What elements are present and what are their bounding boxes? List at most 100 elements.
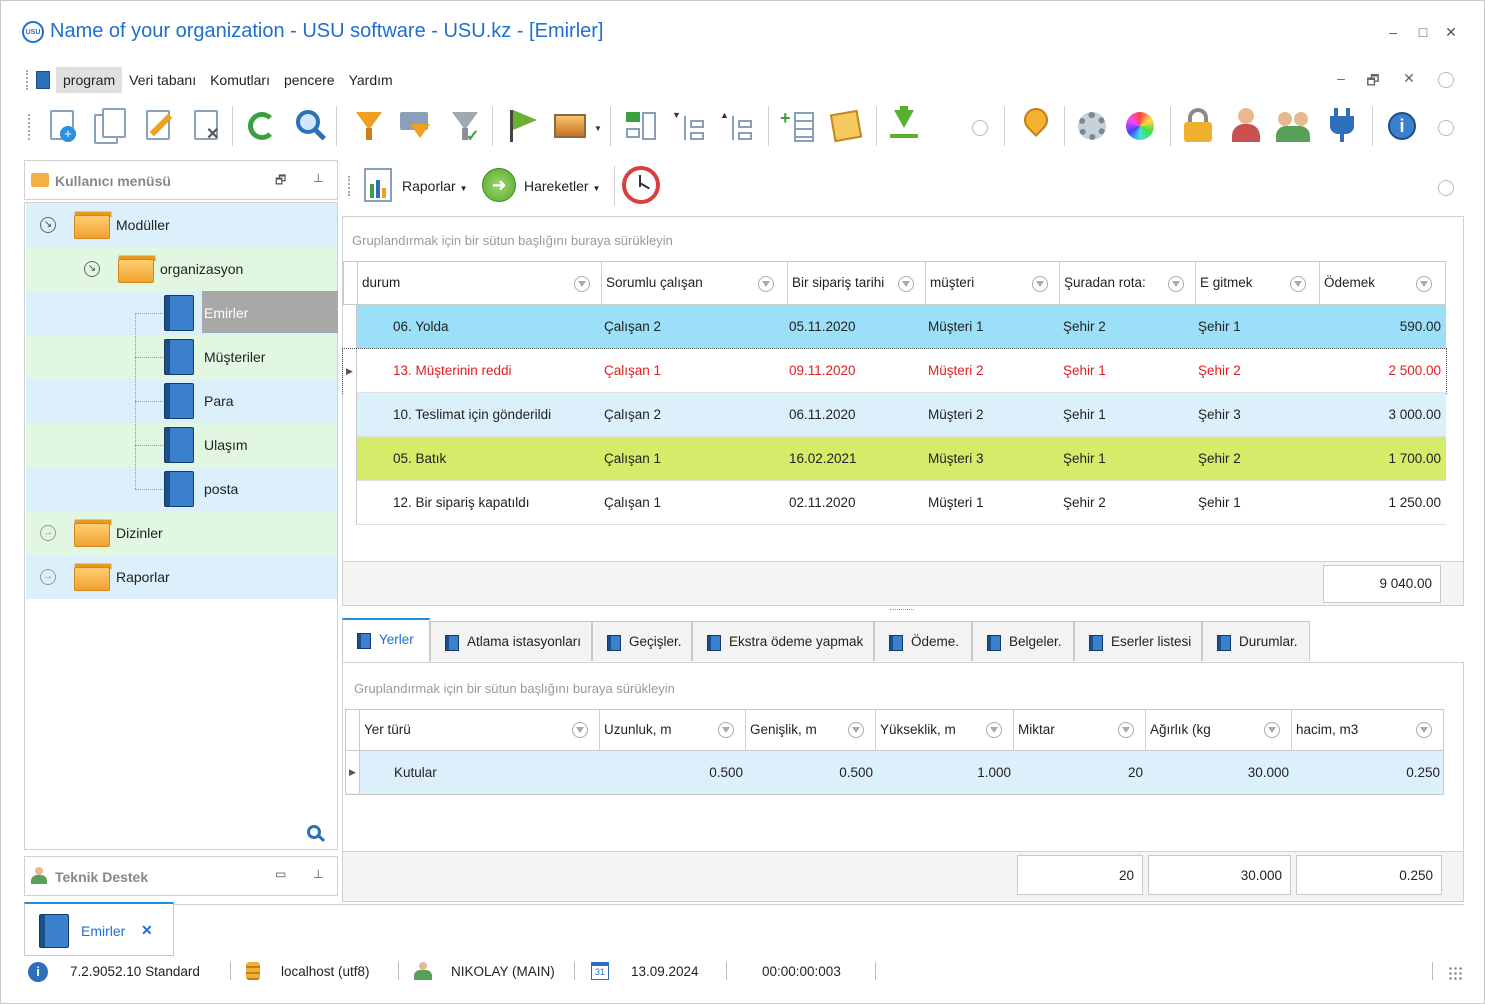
- column-filter-icon[interactable]: [1290, 276, 1306, 292]
- column-header-customer[interactable]: müşteri: [926, 262, 1060, 304]
- column-header-quantity[interactable]: Miktar: [1014, 710, 1146, 750]
- tree-expand-icon[interactable]: [620, 106, 660, 146]
- maximize-button[interactable]: □: [1418, 24, 1428, 40]
- column-filter-icon[interactable]: [1416, 276, 1432, 292]
- column-header-height[interactable]: Yükseklik, m: [876, 710, 1014, 750]
- mdi-close-button[interactable]: ✕: [1403, 70, 1415, 86]
- refresh-icon[interactable]: [242, 106, 282, 146]
- menu-help[interactable]: Yardım: [348, 72, 393, 88]
- tab-durumlar[interactable]: Durumlar.: [1202, 621, 1310, 661]
- panel-maximize-icon[interactable]: ▭: [275, 867, 287, 881]
- tab-belgeler[interactable]: Belgeler.: [972, 621, 1074, 661]
- toolbar-overflow-right-icon[interactable]: [1438, 120, 1454, 136]
- tree-item-posta[interactable]: posta: [26, 467, 337, 511]
- column-filter-icon[interactable]: [572, 722, 588, 738]
- column-header-route-from[interactable]: Şuradan rota:: [1060, 262, 1196, 304]
- mdi-minimize-button[interactable]: –: [1337, 70, 1345, 86]
- tree-item-para[interactable]: Para: [26, 379, 337, 423]
- row-indicator[interactable]: [343, 481, 357, 525]
- table-row[interactable]: 12. Bir sipariş kapatıldı Çalışan 1 02.1…: [343, 481, 1446, 525]
- delete-icon[interactable]: ✕: [184, 106, 224, 146]
- tab-yerler[interactable]: Yerler: [342, 618, 430, 662]
- row-indicator[interactable]: ▶: [346, 751, 360, 793]
- panel-float-icon[interactable]: 🗗: [275, 173, 287, 187]
- close-button[interactable]: ✕: [1445, 24, 1457, 40]
- column-header-length[interactable]: Uzunluk, m: [600, 710, 746, 750]
- menu-program[interactable]: program: [56, 67, 123, 93]
- column-filter-icon[interactable]: [1264, 722, 1280, 738]
- sub-toolbar-overflow-icon[interactable]: [1438, 180, 1454, 196]
- table-row[interactable]: 06. Yolda Çalışan 2 05.11.2020 Müşteri 1…: [343, 305, 1446, 349]
- column-filter-icon[interactable]: [758, 276, 774, 292]
- tab-ekstra-odeme[interactable]: Ekstra ödeme yapmak: [692, 621, 874, 661]
- menu-overflow-icon[interactable]: [1438, 72, 1454, 88]
- tree-item-musteriler[interactable]: Müşteriler: [26, 335, 337, 379]
- column-header-width[interactable]: Genişlik, m: [746, 710, 876, 750]
- resize-grip-icon[interactable]: [1448, 966, 1462, 980]
- actions-dropdown[interactable]: Hareketler ▼: [524, 178, 600, 194]
- report-icon[interactable]: [364, 168, 392, 202]
- menu-commands[interactable]: Komutları: [210, 72, 270, 88]
- expand-icon[interactable]: →: [40, 525, 56, 541]
- column-header-place-type[interactable]: Yer türü: [360, 710, 600, 750]
- menu-window[interactable]: pencere: [284, 72, 335, 88]
- panel-pin-icon[interactable]: ⊥: [313, 867, 324, 881]
- splitter-handle[interactable]: [890, 609, 914, 612]
- tab-odeme[interactable]: Ödeme.: [874, 621, 972, 661]
- filter-icon[interactable]: [348, 106, 388, 146]
- tab-eserler-listesi[interactable]: Eserler listesi: [1074, 621, 1202, 661]
- color-wheel-icon[interactable]: [1120, 106, 1160, 146]
- tree-item-moduller[interactable]: ↘ Modüller: [26, 203, 337, 247]
- edit-icon[interactable]: [136, 106, 176, 146]
- add-row-icon[interactable]: +: [778, 106, 818, 146]
- filter-format-icon[interactable]: [396, 106, 436, 146]
- column-header-employee[interactable]: Sorumlu çalışan: [602, 262, 788, 304]
- settings-gear-icon[interactable]: [1072, 106, 1112, 146]
- row-indicator[interactable]: [343, 305, 357, 349]
- clock-icon[interactable]: [622, 166, 660, 204]
- sub-toolbar-grip-icon[interactable]: [348, 176, 352, 196]
- search-icon[interactable]: [290, 106, 330, 146]
- tree-item-raporlar[interactable]: → Raporlar: [26, 555, 337, 599]
- tree-item-emirler[interactable]: Emirler: [26, 291, 338, 335]
- table-row[interactable]: ▶ Kutular 0.500 0.500 1.000 20 30.000 0.…: [345, 751, 1444, 795]
- document-tab-close-icon[interactable]: ✕: [141, 922, 153, 938]
- column-header-weight[interactable]: Ağırlık (kg: [1146, 710, 1292, 750]
- filter-apply-icon[interactable]: ✓: [444, 106, 484, 146]
- toolbar-grip-icon[interactable]: [28, 114, 32, 140]
- location-icon[interactable]: [1016, 103, 1056, 146]
- actions-arrow-icon[interactable]: ➜: [482, 168, 516, 202]
- panel-pin-icon[interactable]: ⊥: [313, 171, 324, 185]
- tree-search-icon[interactable]: [307, 825, 321, 839]
- tree-collapse-down-icon[interactable]: ▲: [716, 106, 756, 146]
- column-filter-icon[interactable]: [1168, 276, 1184, 292]
- expand-icon[interactable]: →: [40, 569, 56, 585]
- info-icon[interactable]: i: [1382, 106, 1422, 146]
- menu-database[interactable]: Veri tabanı: [129, 72, 197, 88]
- table-row[interactable]: ▶ 13. Müşterinin reddi Çalışan 1 09.11.2…: [342, 348, 1447, 394]
- tree-item-dizinler[interactable]: → Dizinler: [26, 511, 337, 555]
- document-tab-emirler[interactable]: Emirler ✕: [24, 902, 174, 956]
- column-filter-icon[interactable]: [574, 276, 590, 292]
- column-filter-icon[interactable]: [1032, 276, 1048, 292]
- row-indicator[interactable]: [343, 437, 357, 481]
- minimize-button[interactable]: –: [1389, 24, 1397, 40]
- plugin-icon[interactable]: [1322, 106, 1362, 146]
- tab-gecisler[interactable]: Geçişler.: [592, 621, 692, 661]
- toolbar-overflow-icon[interactable]: [972, 120, 988, 136]
- column-filter-icon[interactable]: [898, 276, 914, 292]
- column-header-payment[interactable]: Ödemek: [1320, 262, 1445, 304]
- column-header-volume[interactable]: hacim, m3: [1292, 710, 1443, 750]
- tree-collapse-up-icon[interactable]: ▼: [668, 106, 708, 146]
- row-indicator[interactable]: ▶: [343, 349, 357, 393]
- column-filter-icon[interactable]: [1416, 722, 1432, 738]
- column-filter-icon[interactable]: [848, 722, 864, 738]
- column-header-durum[interactable]: durum: [358, 262, 602, 304]
- menu-grip-icon[interactable]: [26, 70, 30, 90]
- table-row[interactable]: 05. Batık Çalışan 1 16.02.2021 Müşteri 3…: [343, 437, 1446, 481]
- user-icon[interactable]: [1226, 106, 1266, 146]
- column-header-order-date[interactable]: Bir sipariş tarihi: [788, 262, 926, 304]
- tree-item-organizasyon[interactable]: ↘ organizasyon: [26, 247, 337, 291]
- flag-icon[interactable]: [502, 106, 542, 146]
- reports-dropdown[interactable]: Raporlar ▼: [402, 178, 468, 194]
